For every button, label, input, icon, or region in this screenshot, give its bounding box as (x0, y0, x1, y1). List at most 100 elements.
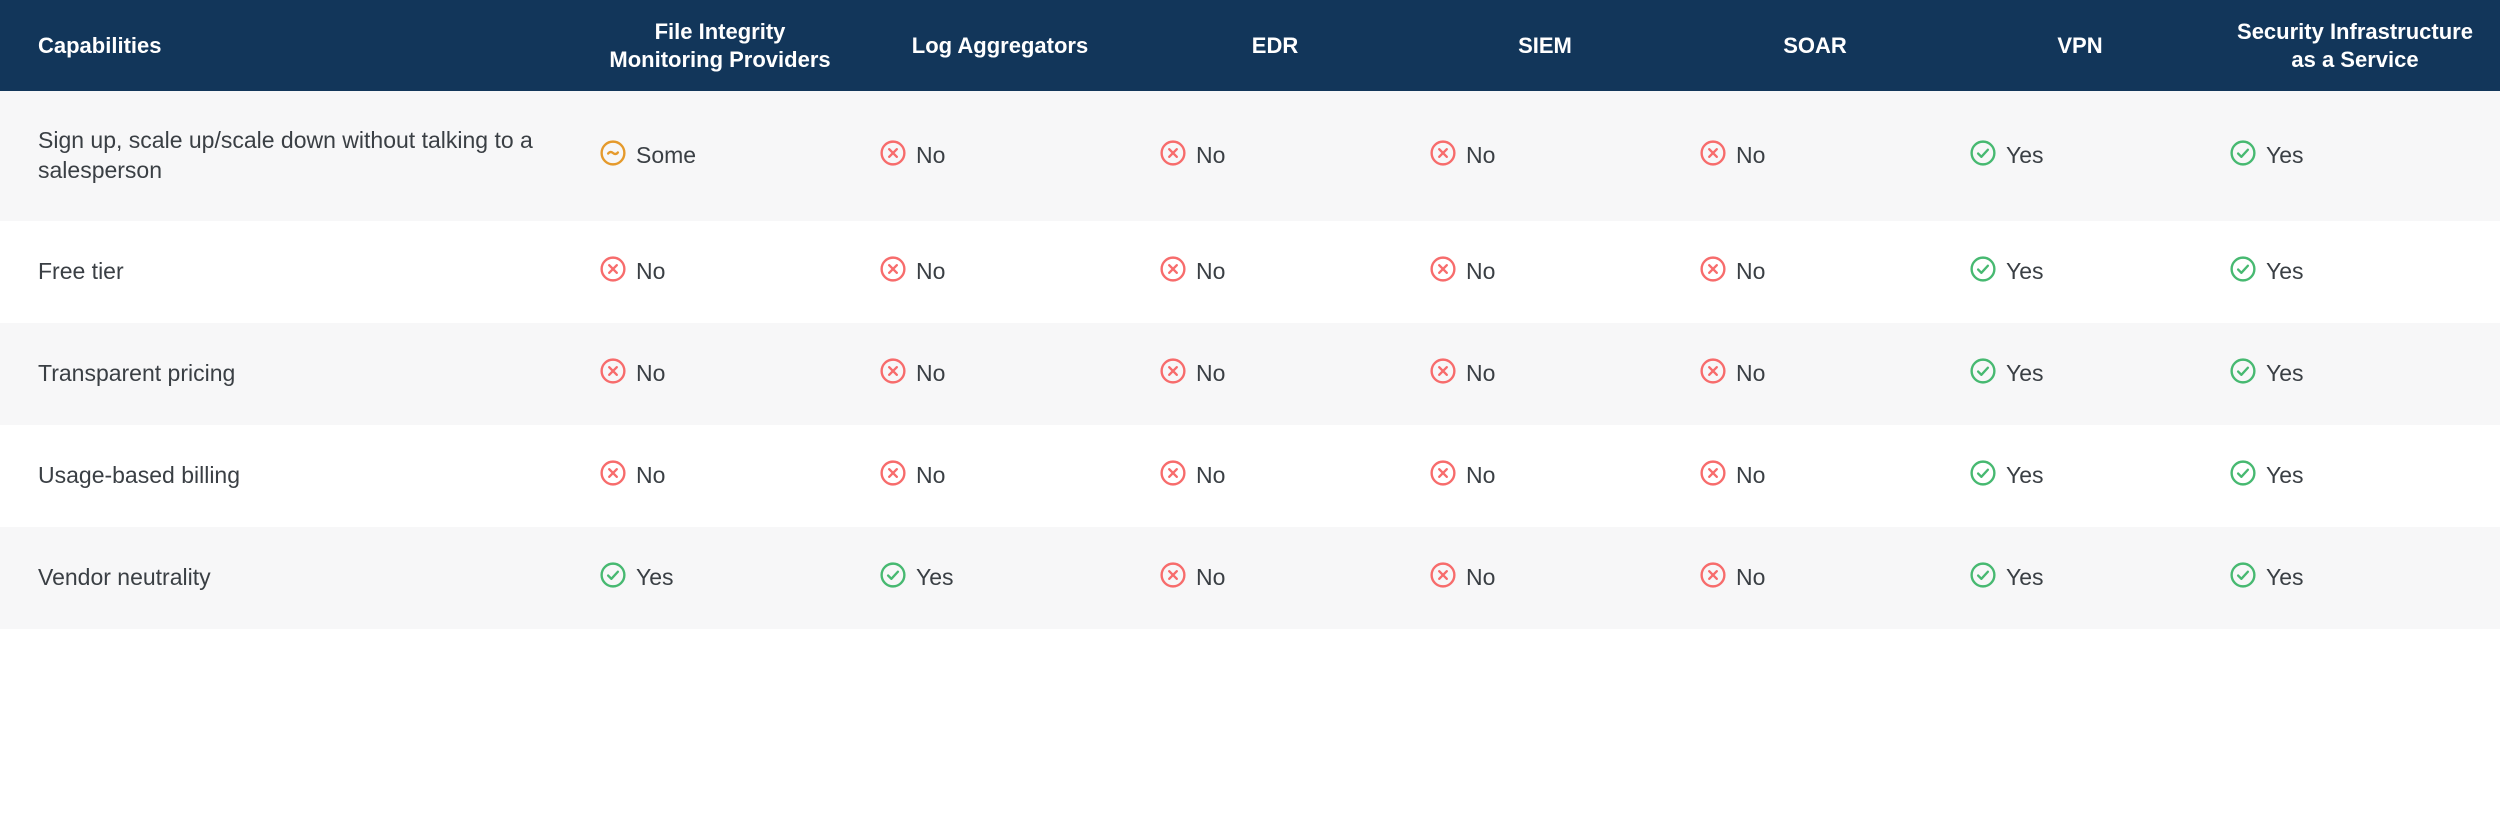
no-icon (1430, 562, 1456, 594)
value-label: No (1736, 564, 1765, 591)
capability-label: Free tier (0, 221, 580, 323)
no-icon (1430, 256, 1456, 288)
value-label: No (1466, 564, 1495, 591)
table-row: Free tier No No No No No Yes Yes (0, 221, 2500, 323)
table-header-row: Capabilities File Integrity Monitoring P… (0, 0, 2500, 91)
value-cell: No (580, 221, 860, 323)
value-label: Yes (2006, 564, 2044, 591)
value-label: No (1196, 462, 1225, 489)
no-icon (1700, 460, 1726, 492)
value-label: No (1196, 258, 1225, 285)
value-label: No (1196, 564, 1225, 591)
value-label: No (1196, 142, 1225, 169)
value-cell: Yes (860, 527, 1140, 629)
table-row: Vendor neutrality Yes Yes No No No Yes Yes (0, 527, 2500, 629)
value-label: No (1736, 258, 1765, 285)
yes-icon (1970, 140, 1996, 172)
yes-icon (1970, 460, 1996, 492)
value-cell: No (860, 221, 1140, 323)
yes-icon (2230, 358, 2256, 390)
no-icon (1160, 562, 1186, 594)
value-cell: No (1410, 425, 1680, 527)
no-icon (1700, 140, 1726, 172)
capability-label: Transparent pricing (0, 323, 580, 425)
value-cell: No (1680, 425, 1950, 527)
value-cell: No (1410, 527, 1680, 629)
value-cell: No (1680, 221, 1950, 323)
value-cell: No (1410, 323, 1680, 425)
value-label: Yes (2006, 360, 2044, 387)
value-label: No (1466, 462, 1495, 489)
some-icon (600, 140, 626, 172)
no-icon (600, 358, 626, 390)
no-icon (880, 358, 906, 390)
no-icon (1430, 460, 1456, 492)
value-cell: No (1680, 527, 1950, 629)
no-icon (880, 140, 906, 172)
yes-icon (1970, 256, 1996, 288)
no-icon (1160, 358, 1186, 390)
value-cell: Yes (1950, 91, 2210, 221)
value-label: No (1466, 142, 1495, 169)
value-cell: No (1410, 91, 1680, 221)
value-cell: No (1140, 425, 1410, 527)
value-cell: Yes (1950, 527, 2210, 629)
yes-icon (600, 562, 626, 594)
no-icon (1700, 256, 1726, 288)
capability-label: Vendor neutrality (0, 527, 580, 629)
yes-icon (880, 562, 906, 594)
table-row: Transparent pricingNoNoNoNoNoYesYes (0, 323, 2500, 425)
value-label: Yes (2266, 360, 2304, 387)
header-capabilities: Capabilities (0, 0, 580, 91)
value-label: Some (636, 142, 696, 169)
value-label: No (916, 142, 945, 169)
value-label: No (636, 258, 665, 285)
no-icon (1160, 140, 1186, 172)
value-cell: No (580, 425, 860, 527)
value-cell: Yes (2210, 91, 2500, 221)
yes-icon (2230, 460, 2256, 492)
header-col-0: File Integrity Monitoring Providers (580, 0, 860, 91)
value-cell: No (1140, 527, 1410, 629)
value-label: Yes (916, 564, 954, 591)
value-label: No (1736, 142, 1765, 169)
table-row: Usage-based billing No No No No No Yes Yes (0, 425, 2500, 527)
header-col-2: EDR (1140, 0, 1410, 91)
no-icon (1160, 256, 1186, 288)
value-cell: No (580, 323, 860, 425)
value-cell: Yes (1950, 323, 2210, 425)
yes-icon (1970, 358, 1996, 390)
value-label: No (636, 360, 665, 387)
value-cell: Some (580, 91, 860, 221)
value-label: Yes (2006, 462, 2044, 489)
value-label: No (1736, 462, 1765, 489)
value-label: Yes (2266, 142, 2304, 169)
value-label: No (1196, 360, 1225, 387)
value-label: Yes (2266, 258, 2304, 285)
value-cell: Yes (2210, 425, 2500, 527)
value-cell: Yes (2210, 527, 2500, 629)
value-cell: Yes (1950, 425, 2210, 527)
no-icon (1700, 358, 1726, 390)
value-cell: Yes (1950, 221, 2210, 323)
no-icon (880, 256, 906, 288)
yes-icon (1970, 562, 1996, 594)
value-label: No (636, 462, 665, 489)
value-cell: No (1410, 221, 1680, 323)
table-row: Sign up, scale up/scale down without tal… (0, 91, 2500, 221)
value-label: Yes (636, 564, 674, 591)
value-cell: No (1140, 91, 1410, 221)
value-cell: No (1680, 91, 1950, 221)
no-icon (1430, 358, 1456, 390)
value-cell: No (860, 425, 1140, 527)
header-col-5: VPN (1950, 0, 2210, 91)
value-cell: Yes (2210, 221, 2500, 323)
capability-label: Usage-based billing (0, 425, 580, 527)
value-label: No (916, 462, 945, 489)
no-icon (600, 460, 626, 492)
value-cell: No (1140, 221, 1410, 323)
value-cell: Yes (580, 527, 860, 629)
value-cell: No (860, 91, 1140, 221)
value-label: Yes (2006, 142, 2044, 169)
header-col-6: Security Infrastructure as a Service (2210, 0, 2500, 91)
